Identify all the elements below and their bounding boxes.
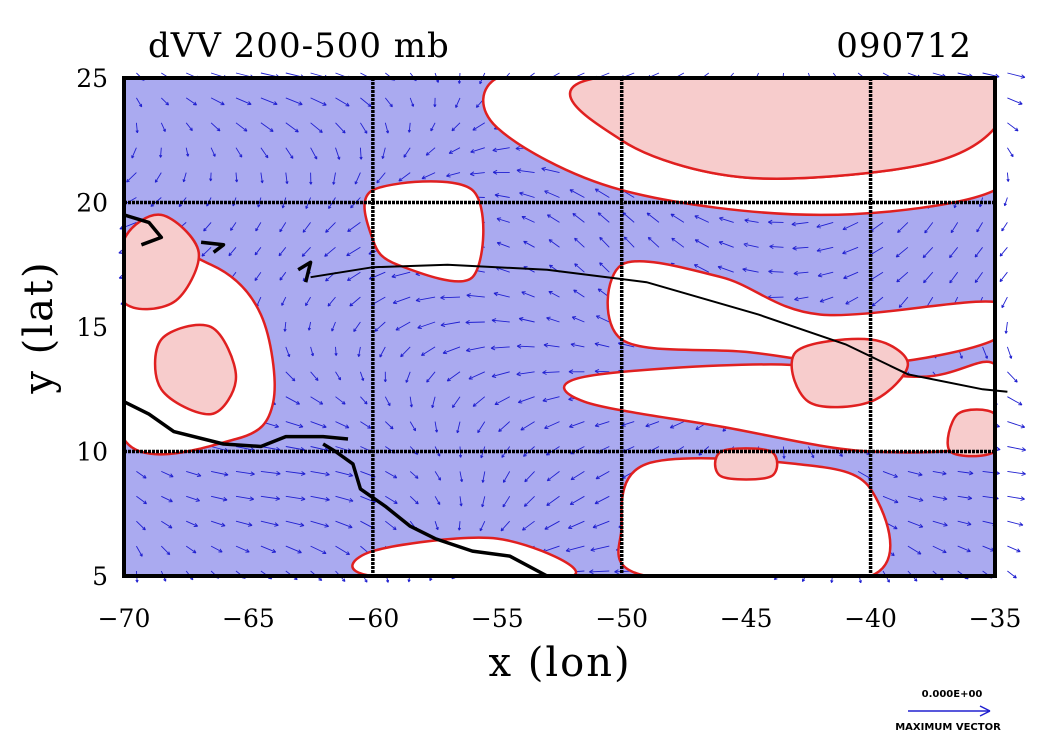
y-axis-ticks: 5 10 15 20 25 (76, 64, 108, 591)
x-axis-label: x (lon) (488, 640, 631, 686)
coastline-segment-1 (322, 442, 548, 578)
trough-line (310, 263, 1008, 393)
positive-region-east-small (946, 408, 995, 458)
positive-region-west-lobe (124, 213, 200, 311)
x-tick-label: −40 (844, 604, 897, 633)
y-tick-label: 15 (76, 313, 108, 342)
trough-path (310, 263, 1008, 393)
coastline-segment-4 (297, 260, 313, 283)
x-tick-label: −70 (98, 604, 151, 633)
contour-regions (124, 78, 995, 576)
coastline-segment-3 (200, 240, 226, 254)
positive-region-west-center (153, 323, 238, 416)
positive-region-east-blob (790, 337, 910, 409)
date-label: 090712 (836, 26, 972, 66)
y-tick-label: 10 (76, 438, 108, 467)
y-tick-label: 5 (92, 562, 108, 591)
plot-frame (122, 76, 997, 578)
vector-legend: 0.000E+00 MAXIMUM VECTOR (895, 689, 1001, 733)
y-tick-label: 20 (76, 189, 108, 218)
x-tick-label: −35 (969, 604, 1022, 633)
positive-region-center-east (713, 447, 779, 481)
y-tick-label: 25 (76, 64, 108, 93)
coastline-segment-2 (123, 213, 164, 247)
x-axis-ticks: −70 −65 −60 −55 −50 −45 −40 −35 (98, 604, 1022, 633)
y-axis-label: y (lat) (16, 260, 62, 394)
x-tick-label: −55 (471, 604, 524, 633)
x-tick-label: −45 (720, 604, 773, 633)
chart-title: dVV 200-500 mb (148, 26, 450, 66)
x-tick-label: −60 (346, 604, 399, 633)
legend-value: 0.000E+00 (922, 689, 983, 700)
coastline (123, 213, 548, 578)
x-tick-label: −65 (222, 604, 275, 633)
gridlines (124, 78, 995, 576)
legend-caption: MAXIMUM VECTOR (895, 722, 1001, 733)
legend-arrow-head (979, 705, 991, 717)
coastline-segment-0 (123, 400, 349, 449)
x-tick-label: −50 (595, 604, 648, 633)
